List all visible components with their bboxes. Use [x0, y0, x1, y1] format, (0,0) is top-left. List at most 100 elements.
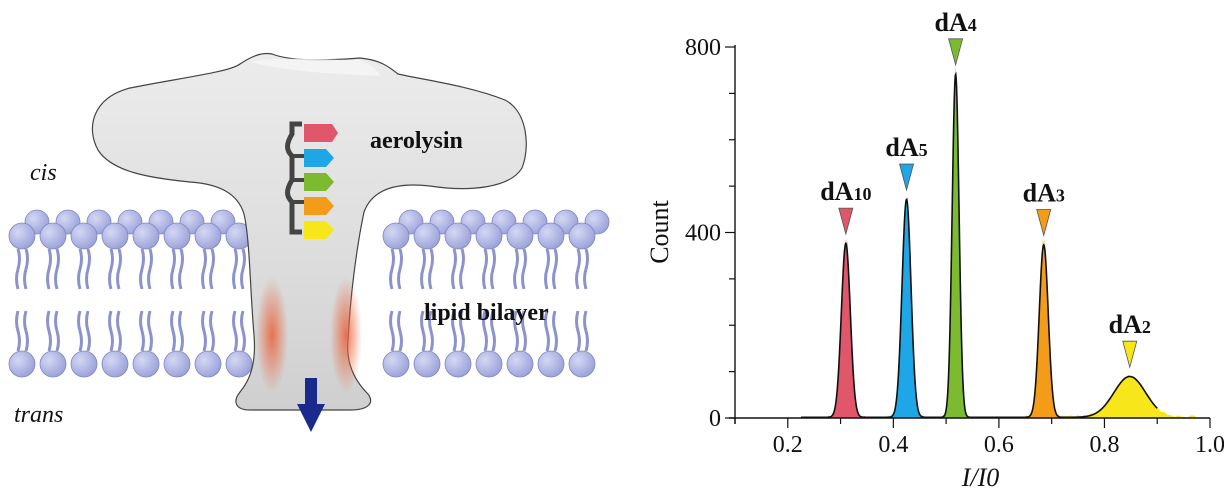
nanopore-diagram: cis trans aerolysin lipid bilayer — [8, 52, 610, 432]
lipid-tail — [15, 310, 21, 352]
lipid-tail — [482, 310, 488, 352]
histogram-peak-area — [1063, 374, 1197, 418]
lipid-tail — [240, 310, 246, 352]
lipid-tail — [77, 310, 83, 352]
lipid-head — [413, 350, 441, 378]
x-tick-label: 0.2 — [773, 432, 803, 458]
lipid-tail — [420, 248, 426, 290]
lipid-tail — [232, 310, 238, 352]
lipid-head — [39, 350, 67, 378]
lipid-tail — [552, 248, 558, 290]
histogram-peak-area — [887, 197, 926, 418]
x-tick-label: 0.8 — [1089, 432, 1119, 458]
peak-marker — [948, 38, 964, 67]
dna-tag — [304, 149, 334, 167]
peak-markers: dA10 dA5 dA4 dA3 dA2 — [820, 8, 1151, 369]
aerolysin-label: aerolysin — [370, 128, 463, 154]
fit-curve — [800, 71, 1158, 419]
lipid-tail — [116, 310, 122, 352]
lipid-tail — [54, 310, 60, 352]
lipid-tail — [46, 248, 52, 290]
lipid-head — [70, 222, 98, 250]
lipid-tail — [54, 248, 60, 290]
lipid-head — [413, 222, 441, 250]
lipid-tail — [147, 248, 153, 290]
y-axis-label: Count — [645, 199, 674, 263]
lipid-head — [506, 350, 534, 378]
lipid-bilayer-label: lipid bilayer — [424, 300, 549, 326]
lipid-head — [537, 350, 565, 378]
lipid-tail — [170, 310, 176, 352]
lipid-head — [39, 222, 67, 250]
lipid-head — [382, 222, 410, 250]
lipid-tail — [451, 310, 457, 352]
dna-tag — [304, 173, 334, 191]
lipid-tail — [108, 248, 114, 290]
bilayer-left-leaflet — [8, 209, 253, 378]
lipid-head — [163, 350, 191, 378]
lipid-tail — [15, 248, 21, 290]
lipid-head — [163, 222, 191, 250]
lipid-tail — [544, 310, 550, 352]
y-tick-label: 400 — [685, 221, 721, 247]
lipid-tail — [459, 310, 465, 352]
lipid-head — [506, 222, 534, 250]
bilayer-right-leaflet — [382, 209, 610, 378]
lipid-tail — [451, 248, 457, 290]
lipid-tail — [428, 248, 434, 290]
lipid-head — [475, 350, 503, 378]
lipid-tail — [108, 310, 114, 352]
peak-marker — [899, 163, 915, 192]
lipid-tail — [116, 248, 122, 290]
lipid-head — [101, 222, 129, 250]
pore-rim-highlight — [250, 58, 380, 76]
lipid-tail — [552, 310, 558, 352]
dna-backbone — [285, 121, 302, 235]
dna-tag — [304, 197, 334, 215]
lipid-head — [382, 350, 410, 378]
lipid-tail — [521, 248, 527, 290]
lipid-tail — [420, 310, 426, 352]
y-tick-label: 0 — [709, 406, 721, 432]
peak-label: dA10 — [820, 177, 871, 206]
dna-tag — [304, 221, 334, 239]
lipid-head — [568, 222, 596, 250]
lipid-tail — [209, 310, 215, 352]
x-tick-label: 1.0 — [1195, 432, 1224, 458]
x-axis-label: I/I0 — [961, 463, 1000, 491]
lipid-head — [194, 222, 222, 250]
dna-tag — [304, 124, 338, 142]
lipid-head — [475, 222, 503, 250]
lipid-tail — [85, 310, 91, 352]
lipid-head — [537, 222, 565, 250]
lipid-tail — [544, 248, 550, 290]
peak-label: dA3 — [1023, 178, 1065, 207]
lipid-head — [444, 222, 472, 250]
lipid-tail — [209, 248, 215, 290]
lipid-tail — [459, 248, 465, 290]
lipid-tail — [490, 248, 496, 290]
lipid-tail — [232, 248, 238, 290]
x-tick-label: 0.6 — [984, 432, 1014, 458]
lipid-head — [8, 222, 36, 250]
pore-glow-right — [330, 277, 362, 393]
lipid-tail — [575, 310, 581, 352]
histogram-peak-area — [1024, 238, 1063, 418]
lipid-tail — [147, 310, 153, 352]
peak-marker — [1122, 340, 1138, 369]
x-tick-label: 0.4 — [878, 432, 908, 458]
lipid-head — [132, 222, 160, 250]
lipid-tail — [170, 248, 176, 290]
lipid-tail — [23, 310, 29, 352]
lipid-head — [568, 350, 596, 378]
lipid-tail — [201, 248, 207, 290]
lipid-tail — [178, 310, 184, 352]
lipid-tail — [482, 248, 488, 290]
lipid-head — [132, 350, 160, 378]
lipid-tail — [397, 310, 403, 352]
histogram-bars — [826, 65, 1197, 418]
lipid-tail — [85, 248, 91, 290]
lipid-tail — [201, 310, 207, 352]
lipid-head — [194, 350, 222, 378]
lipid-tail — [389, 310, 395, 352]
